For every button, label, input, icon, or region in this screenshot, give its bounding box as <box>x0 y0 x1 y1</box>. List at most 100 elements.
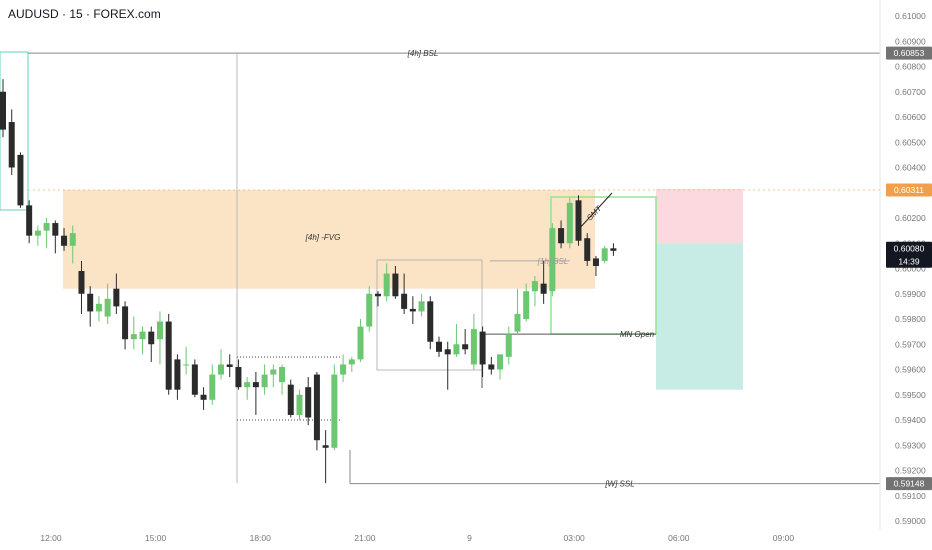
price-badge-bg <box>886 46 932 60</box>
candle <box>549 223 556 297</box>
time-axis[interactable]: 12:00 15:00 18:00 21:00 9 03:00 06:00 09:00 <box>40 533 794 543</box>
candle-body <box>436 341 442 352</box>
candle <box>383 263 390 302</box>
candle-body <box>392 273 399 297</box>
candle-body <box>374 293 381 297</box>
candle <box>427 296 434 350</box>
candle-body <box>549 228 556 292</box>
candle-body <box>17 154 24 206</box>
candle <box>244 377 251 400</box>
candle <box>279 364 286 395</box>
candle <box>418 293 425 317</box>
candle <box>287 379 294 418</box>
candle <box>235 359 242 390</box>
candle <box>488 356 495 375</box>
candle-body <box>113 288 120 307</box>
candle <box>340 354 347 383</box>
candle <box>366 286 373 332</box>
candle-body <box>348 359 355 365</box>
price-tick-label: 0.60600 <box>895 112 926 122</box>
time-tick-label: 15:00 <box>145 533 167 543</box>
candle-body <box>139 331 146 340</box>
candle-body <box>383 273 390 297</box>
candle-body <box>226 364 233 367</box>
candles-layer <box>0 79 617 484</box>
candle <box>26 200 33 244</box>
price-tick-label: 0.60900 <box>895 36 926 46</box>
candle <box>505 326 512 365</box>
candle <box>444 341 451 390</box>
candle-body <box>592 258 599 266</box>
time-tick-label: 06:00 <box>668 533 690 543</box>
candle <box>174 354 181 400</box>
candle <box>540 260 547 304</box>
candle-body <box>488 364 495 370</box>
candle <box>165 313 172 395</box>
candle <box>531 276 538 307</box>
candle-body <box>148 331 155 345</box>
candle-body <box>470 329 477 365</box>
candle <box>113 273 120 314</box>
price-badge-label: 0.59148 <box>894 479 925 489</box>
candle <box>191 359 198 398</box>
candle <box>270 364 277 388</box>
price-tick-label: 0.59700 <box>895 339 926 349</box>
candle-body <box>279 366 286 383</box>
candle <box>497 354 504 380</box>
stop-loss-zone <box>656 188 743 244</box>
fvg-zone <box>63 189 595 289</box>
candle <box>34 225 41 246</box>
candle-body <box>531 281 538 292</box>
candle-body <box>601 248 608 261</box>
candle <box>357 319 364 362</box>
candle-body <box>87 293 94 312</box>
candle <box>183 346 190 375</box>
candle <box>453 324 460 357</box>
candle-body <box>610 248 617 251</box>
candle <box>313 372 320 451</box>
candle <box>156 311 163 365</box>
price-badge: 0.60080 14:39 <box>886 241 932 268</box>
price-badges-layer: 0.60853 0.60311 0.60080 14:39 0.59148 <box>886 46 932 491</box>
candle-body <box>401 293 408 309</box>
candle-body <box>357 326 364 360</box>
candle <box>462 329 469 355</box>
candle <box>78 260 85 314</box>
candle <box>479 326 486 378</box>
candle-body <box>444 349 451 355</box>
candle <box>209 364 216 405</box>
price-tick-label: 0.59200 <box>895 466 926 476</box>
price-badge-bg <box>886 183 932 197</box>
candle-body <box>69 233 76 246</box>
candle-body <box>584 238 591 261</box>
candle <box>130 316 137 350</box>
candle <box>61 228 68 251</box>
candle-body <box>183 364 190 366</box>
candle-body <box>366 293 373 327</box>
candle-body <box>331 374 338 448</box>
candle <box>401 273 408 314</box>
candle-body <box>235 366 242 388</box>
candle <box>226 354 233 378</box>
candle-body <box>497 354 504 370</box>
candle-body <box>409 308 416 312</box>
price-tick-label: 0.60400 <box>895 163 926 173</box>
candle <box>305 377 312 426</box>
candle <box>575 195 582 246</box>
candle <box>296 389 303 420</box>
candle-body <box>261 374 268 388</box>
candle-body <box>453 344 460 355</box>
bsl-1h-label: [1h] BSL <box>537 257 569 266</box>
candle-body <box>34 230 41 236</box>
candle <box>566 197 573 249</box>
candle-body <box>130 334 137 340</box>
price-tick-label: 0.59000 <box>895 516 926 526</box>
candle-body <box>523 291 530 319</box>
candle <box>470 313 477 370</box>
candle <box>610 243 617 256</box>
zones-layer <box>0 51 743 390</box>
time-tick-label: 03:00 <box>564 533 586 543</box>
candle-body <box>218 364 224 375</box>
price-tick-label: 0.60700 <box>895 87 926 97</box>
